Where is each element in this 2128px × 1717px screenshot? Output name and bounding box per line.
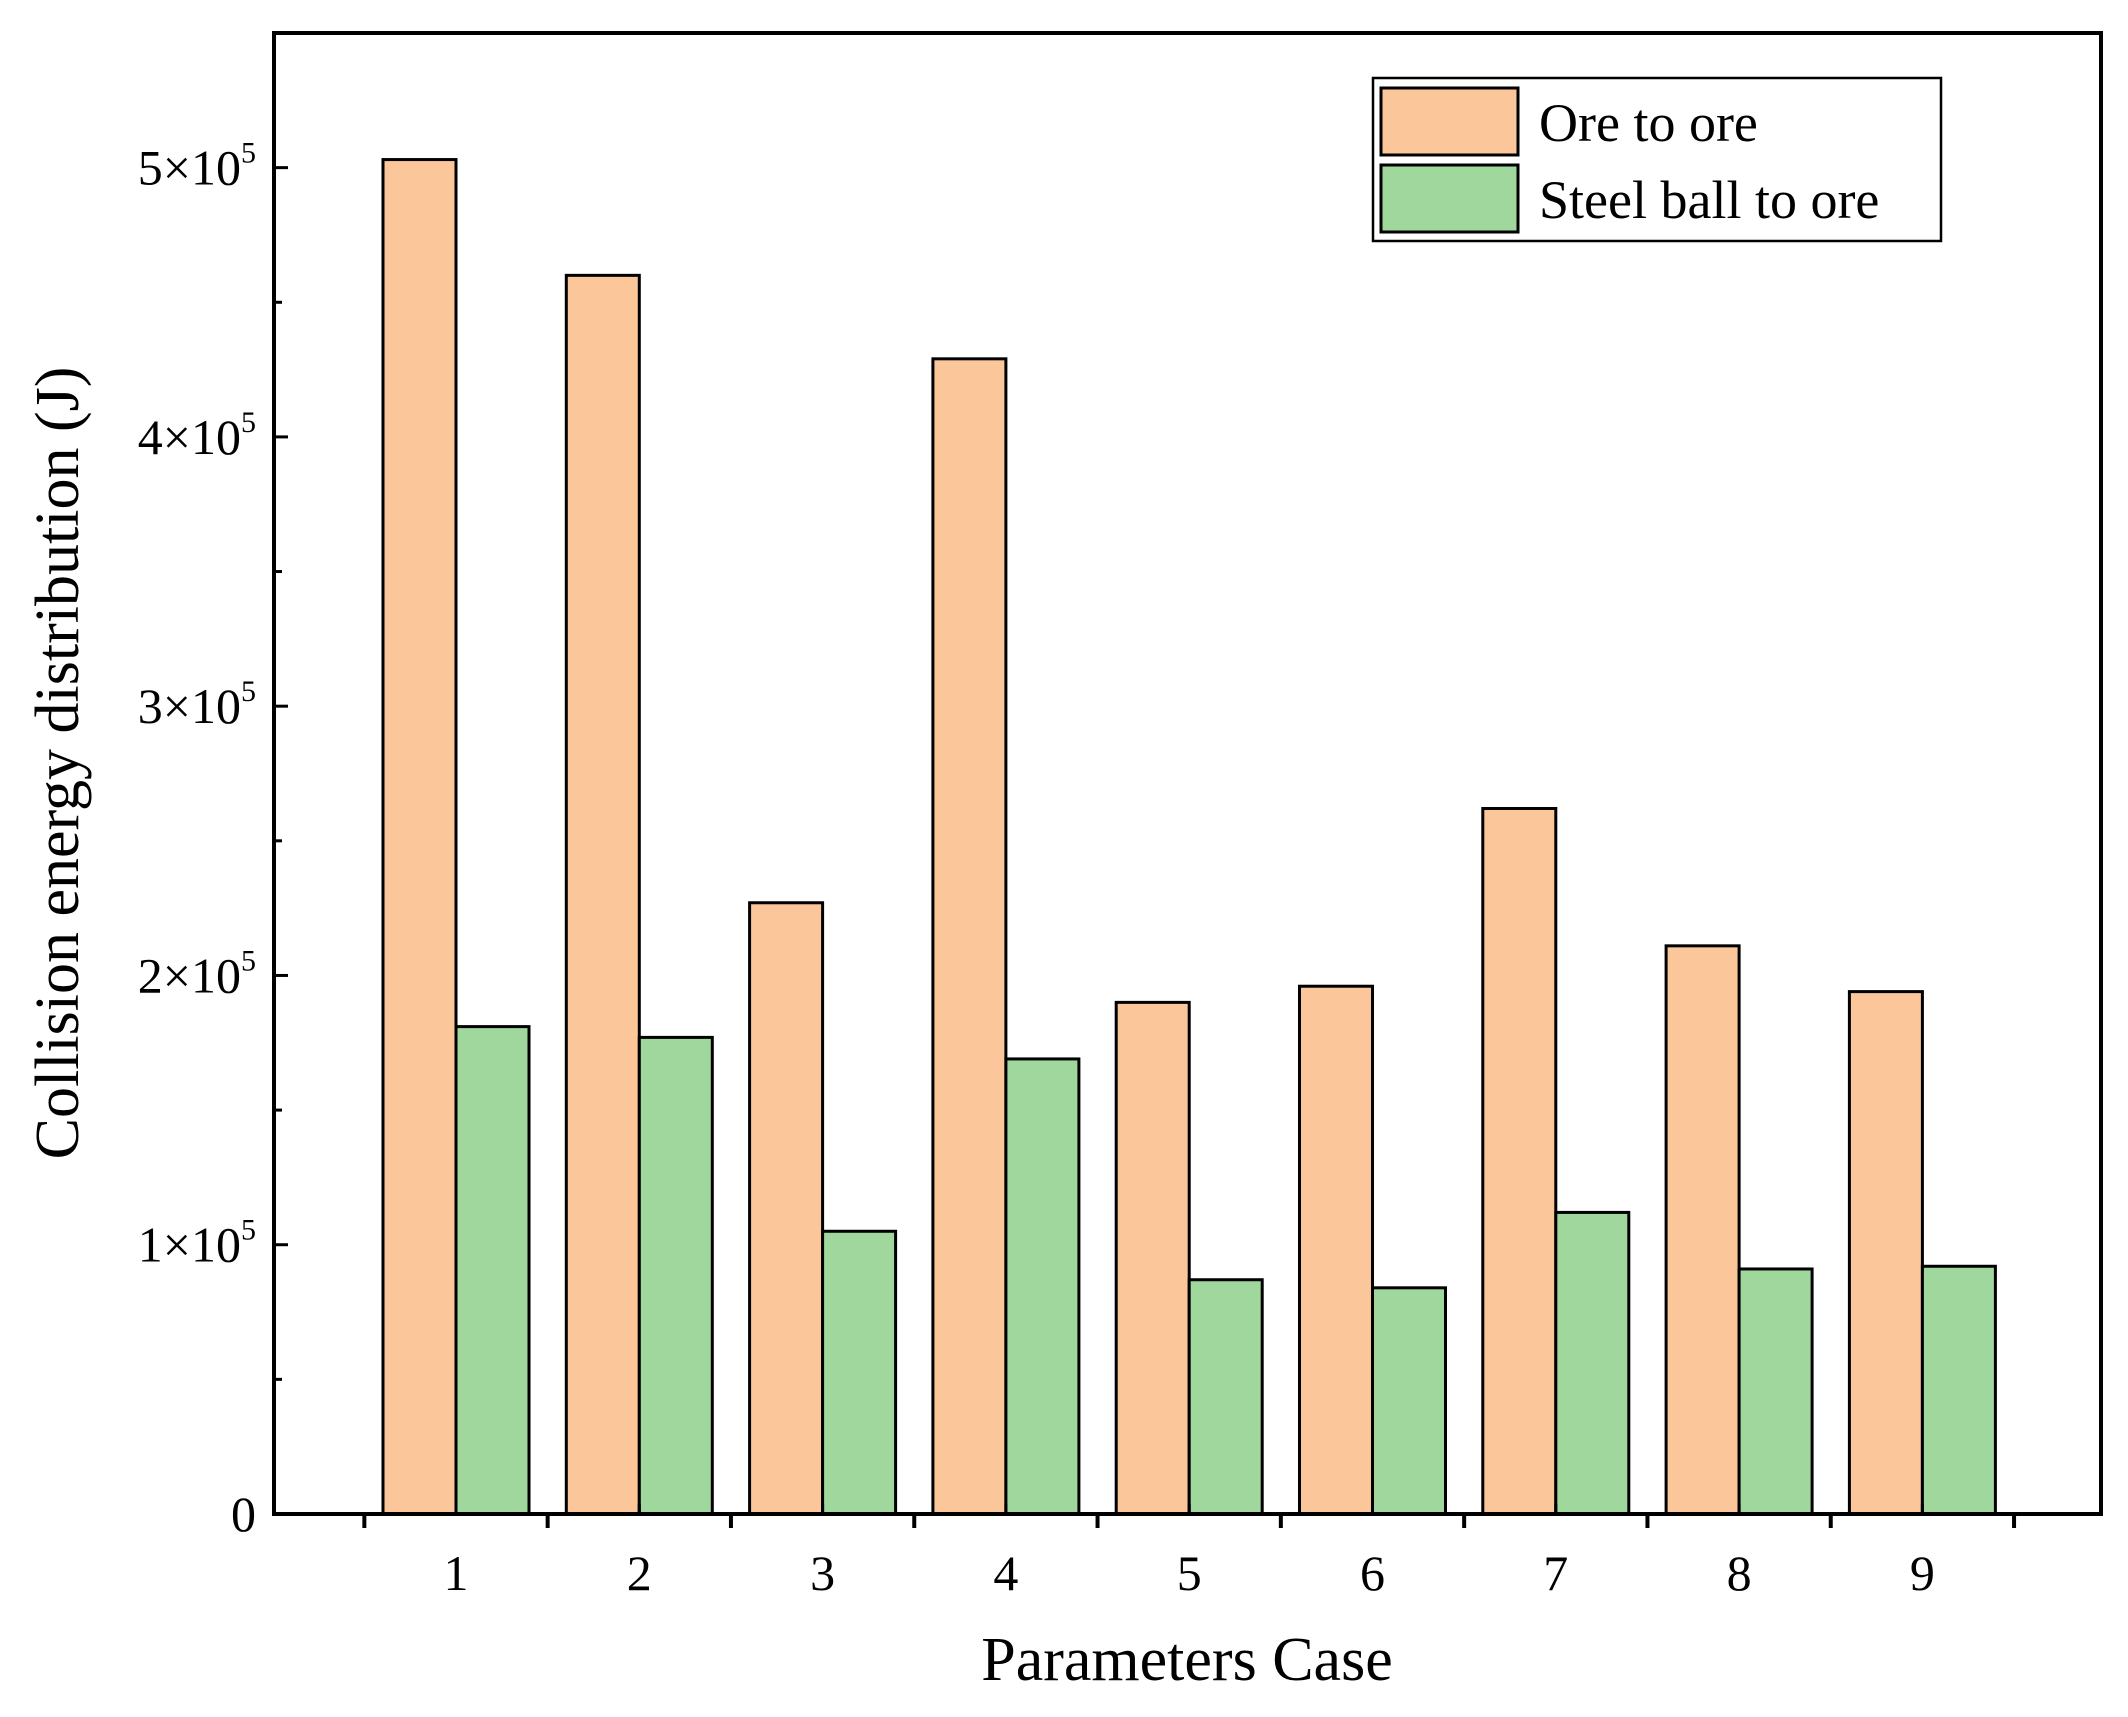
legend-swatch-steel-ball-to-ore bbox=[1379, 163, 1520, 234]
bar-steel-ball-to-ore-case-2 bbox=[637, 1035, 714, 1516]
bar-ore-to-ore-case-5 bbox=[1114, 1000, 1191, 1516]
x-tick-label: 3 bbox=[810, 1545, 835, 1601]
legend: Ore to ore Steel ball to ore bbox=[1371, 76, 1943, 243]
x-tick-label: 6 bbox=[1360, 1545, 1385, 1601]
bar-ore-to-ore-case-8 bbox=[1664, 944, 1741, 1516]
x-axis-title: Parameters Case bbox=[981, 1626, 1392, 1694]
plot-frame bbox=[272, 31, 2103, 1516]
x-tick-label: 5 bbox=[1177, 1545, 1202, 1601]
bar-steel-ball-to-ore-case-8 bbox=[1737, 1267, 1814, 1516]
legend-label-steel-ball-to-ore: Steel ball to ore bbox=[1539, 170, 1879, 230]
bar-steel-ball-to-ore-case-6 bbox=[1371, 1286, 1447, 1516]
bar-steel-ball-to-ore-case-9 bbox=[1920, 1264, 1997, 1516]
x-tick-label: 2 bbox=[627, 1545, 652, 1601]
x-tick-label: 8 bbox=[1727, 1545, 1752, 1601]
bar-ore-to-ore-case-4 bbox=[931, 357, 1008, 1516]
bar-steel-ball-to-ore-case-7 bbox=[1554, 1210, 1631, 1516]
x-tick-label: 7 bbox=[1543, 1545, 1568, 1601]
y-tick-label: 1×105 bbox=[138, 1214, 256, 1273]
legend-swatch-ore-to-ore bbox=[1379, 86, 1520, 157]
bar-ore-to-ore-case-9 bbox=[1847, 990, 1924, 1516]
bar-ore-to-ore-case-7 bbox=[1481, 807, 1558, 1516]
y-axis-title: Collision energy distribution (J) bbox=[24, 367, 92, 1160]
y-tick-label: 4×105 bbox=[138, 406, 256, 465]
y-axis: 0 1×105 2×105 3×105 4×105 5×105 bbox=[138, 137, 288, 1542]
y-tick-label: 5×105 bbox=[138, 137, 256, 196]
y-tick-label: 0 bbox=[231, 1486, 256, 1542]
bar-steel-ball-to-ore-case-1 bbox=[454, 1025, 531, 1516]
bar-steel-ball-to-ore-case-3 bbox=[821, 1229, 898, 1516]
bar-steel-ball-to-ore-case-4 bbox=[1004, 1057, 1081, 1516]
x-tick-label: 4 bbox=[993, 1545, 1018, 1601]
bar-steel-ball-to-ore-case-5 bbox=[1187, 1278, 1264, 1516]
plot-marks bbox=[381, 158, 1997, 1516]
bar-ore-to-ore-case-2 bbox=[564, 273, 641, 1516]
bar-ore-to-ore-case-6 bbox=[1298, 984, 1374, 1516]
bar-ore-to-ore-case-1 bbox=[381, 158, 458, 1516]
y-tick-label: 2×105 bbox=[138, 944, 256, 1003]
bar-ore-to-ore-case-3 bbox=[748, 901, 825, 1516]
x-tick-label: 1 bbox=[444, 1545, 469, 1601]
x-tick-label: 9 bbox=[1910, 1545, 1935, 1601]
y-tick-label: 3×105 bbox=[138, 675, 256, 734]
legend-label-ore-to-ore: Ore to ore bbox=[1539, 93, 1758, 153]
